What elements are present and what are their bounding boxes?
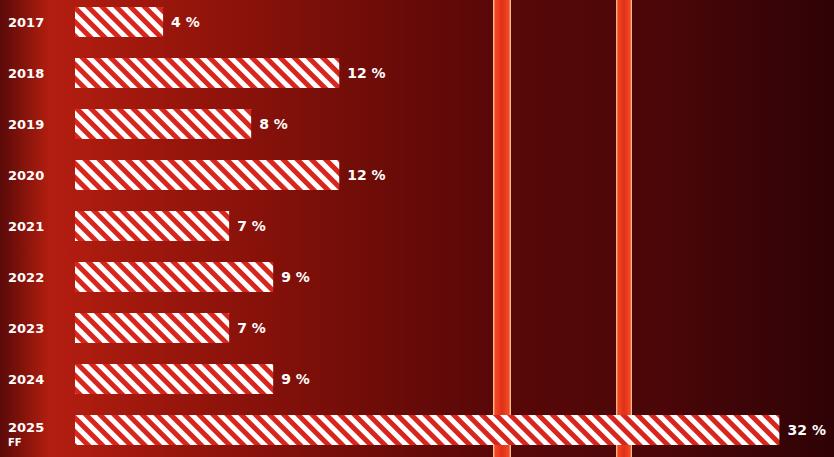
value-label: 9 % [281,371,310,387]
bar [75,364,273,394]
bar [75,415,780,445]
category-label: 2020 [8,168,44,183]
category-label: 2018 [8,66,44,81]
category-label: 2019 [8,117,44,132]
value-label: 32 % [788,422,826,438]
bar [75,58,339,88]
background-glow [493,0,511,457]
value-label: 7 % [237,218,266,234]
category-label: 2025 FF [8,420,44,448]
background-glow [616,0,632,457]
bar [75,7,163,37]
bars [75,7,780,445]
value-label: 7 % [237,320,266,336]
bar [75,109,251,139]
value-label: 12 % [347,167,385,183]
bar [75,262,273,292]
category-label: 2021 [8,219,44,234]
category-label-line: 2025 [8,420,44,435]
bar [75,160,339,190]
labels: 2017 4 % 2018 12 % 2019 8 % 2020 12 % 2021 7 % 202… [8,14,826,448]
category-label-line: FF [8,437,22,448]
value-label: 12 % [347,65,385,81]
category-label: 2017 [8,15,44,30]
value-label: 8 % [259,116,288,132]
chart: 2017 4 % 2018 12 % 2019 8 % 2020 12 % 2021 7 % 202… [0,0,834,457]
background [0,0,834,457]
category-label: 2022 [8,270,44,285]
bar [75,211,229,241]
category-label: 2023 [8,321,44,336]
bar [75,313,229,343]
value-label: 9 % [281,269,310,285]
value-label: 4 % [171,14,200,30]
category-label: 2024 [8,372,44,387]
